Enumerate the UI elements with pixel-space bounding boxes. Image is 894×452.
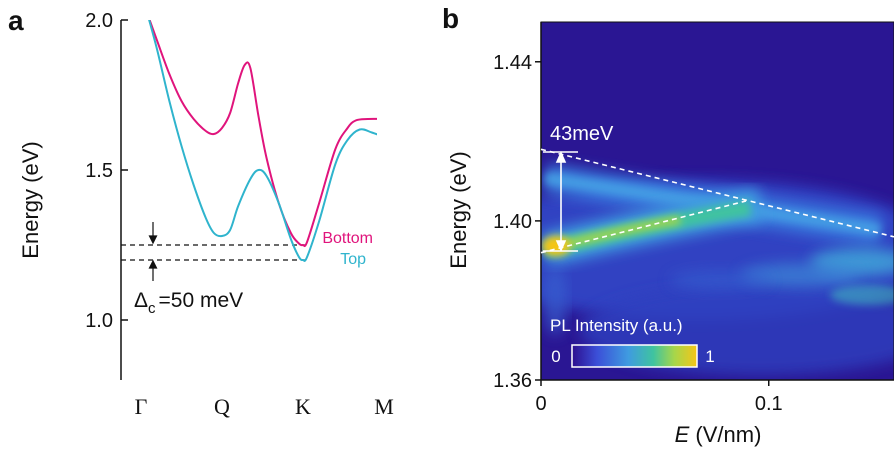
panel-b-x-ticks: 0 0.1 <box>535 380 783 415</box>
panel-b-y-tick-label: 1.44 <box>493 52 532 74</box>
delta-symbol: Δ <box>134 289 148 312</box>
panel-a-y-tick-label: 1.0 <box>85 310 113 332</box>
panel-a-x-tick-label: K <box>295 394 311 419</box>
series-line-top <box>148 20 377 262</box>
colorbar-title: PL Intensity (a.u.) <box>550 316 683 335</box>
panel-a-x-tick-label: M <box>374 394 394 419</box>
splitting-label: 43meV <box>550 123 614 145</box>
panel-a-y-ticks: 1.0 1.5 2.0 <box>85 10 128 332</box>
legend-bottom: Bottom <box>322 230 373 247</box>
delta-annotation: Δc =50 meV <box>134 289 243 317</box>
panel-b-x-axis-label: E (V/nm) <box>675 422 762 447</box>
panel-b-dashed-line <box>540 148 894 238</box>
panel-a-series <box>148 20 377 262</box>
colorbar: PL Intensity (a.u.) 0 1 <box>550 316 715 368</box>
colorbar-min: 0 <box>551 347 560 366</box>
delta-value: =50 meV <box>159 289 244 312</box>
panel-a-label: a <box>8 5 24 36</box>
delta-arrows <box>148 222 158 281</box>
panel-a-y-axis-label: Energy (eV) <box>18 141 43 258</box>
panel-b-y-axis-label: Energy (eV) <box>446 151 471 268</box>
panel-a-y-tick-label: 2.0 <box>85 10 113 32</box>
legend-top: Top <box>340 251 366 268</box>
panel-a-x-tick-label: Γ <box>135 394 148 419</box>
panel-b-y-tick-label: 1.40 <box>493 211 532 233</box>
panel-b-x-tick-label: 0.1 <box>755 393 783 415</box>
panel-b-x-tick-label: 0 <box>535 393 546 415</box>
splitting-annotation <box>543 151 578 252</box>
x-axis-symbol: E <box>675 422 690 447</box>
panel-a-reference-lines <box>121 244 309 261</box>
panel-b-y-ticks: 1.36 1.40 1.44 <box>493 52 541 392</box>
panel-a-y-tick-label: 1.5 <box>85 160 113 182</box>
x-axis-unit: (V/nm) <box>689 422 761 447</box>
pl-heatmap <box>541 22 894 380</box>
panel-b-dashed-lines <box>540 148 894 254</box>
series-line-bottom <box>148 20 377 248</box>
colorbar-max: 1 <box>705 347 714 366</box>
colorbar-gradient <box>571 344 698 368</box>
panel-a: a 1.0 1.5 2.0 Γ Q K M Energy (eV) Δc =50 meV B… <box>8 5 394 419</box>
panel-b-label: b <box>442 3 459 34</box>
panel-b: b 1.361.401.44 0 0.1 Energy (eV) <box>442 3 894 447</box>
panel-b-y-tick-label: 1.36 <box>493 370 532 392</box>
delta-subscript: c <box>148 300 156 317</box>
panel-a-x-tick-label: Q <box>214 394 230 419</box>
